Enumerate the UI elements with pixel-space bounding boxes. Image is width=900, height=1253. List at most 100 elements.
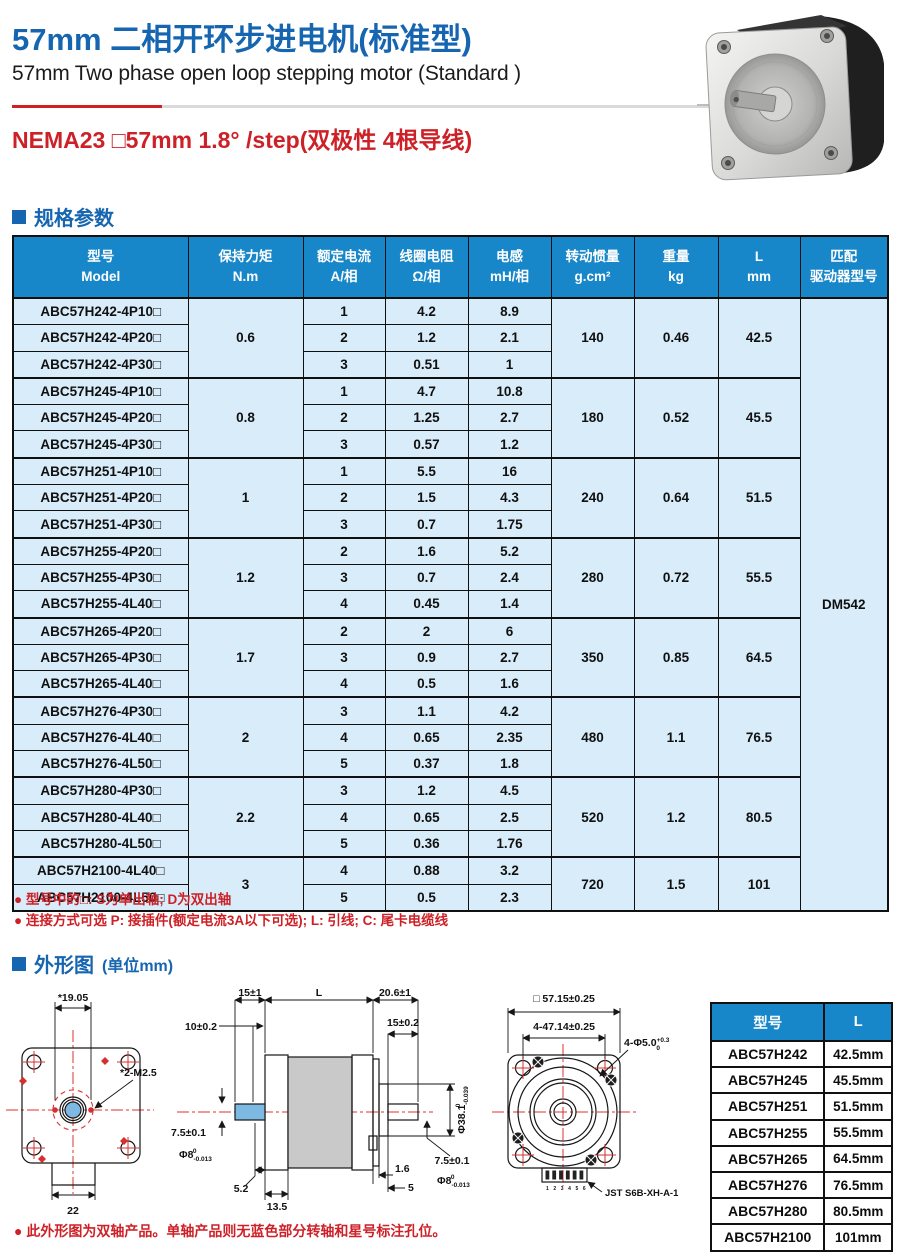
mini-row: ABC57H245 45.5mm [709, 1066, 893, 1095]
connector [541, 1167, 588, 1183]
model-cell: ABC57H2100-4L40□ [12, 856, 189, 885]
model-cell: ABC57H242-4P10□ [12, 297, 189, 326]
spec-row: ABC57H2100-4L50□ 5 0.5 2.3 [12, 883, 888, 912]
dim-label: 7.5±0.1 [171, 1127, 206, 1139]
mini-model-cell: ABC57H2100 [709, 1223, 826, 1252]
section-bullet-icon [12, 209, 26, 224]
model-cell: ABC57H280-4L50□ [12, 829, 189, 858]
value-cell: 0.45 [384, 590, 469, 619]
value-cell: 3 [302, 510, 386, 539]
spec-row: ABC57H251-4P10□ 1 1 5.5 16 240 0.64 51.5 [12, 456, 888, 539]
value-cell: 2 [302, 536, 386, 565]
mini-row: ABC57H265 64.5mm [709, 1144, 893, 1173]
corner-screws [717, 29, 838, 170]
spec-table-head: 型号 Model 保持力矩 N.m 额定电流 A/相 线圈电阻 Ω/相 电感 mH/相 转动惯量 g.… [12, 235, 889, 299]
value-cell: 1.6 [384, 536, 469, 565]
pin-numbers: 1 2 3 4 5 6 [546, 1186, 587, 1192]
value-cell: 2 [302, 484, 386, 512]
value-cell: 0.52 [633, 376, 719, 459]
value-cell: 2.3 [467, 883, 552, 912]
value-cell: 480 [550, 696, 635, 778]
front-view: *19.05 22 *2-M2.5 [6, 992, 157, 1217]
rear-boss [378, 1083, 389, 1137]
model-cell: ABC57H251-4P10□ [12, 456, 189, 486]
value-cell: 0.51 [384, 350, 469, 379]
motor-body-gray [287, 1056, 353, 1169]
value-cell: 4 [302, 723, 386, 752]
model-cell: ABC57H255-4P20□ [12, 536, 189, 565]
side-view-drawing: 15±1 L 20.6±1 10±0.2 15±0.2 7.5±0.1 Φ8-0… [171, 987, 470, 1213]
value-cell: 2.2 [187, 776, 304, 858]
spec-col-header: 型号 Model [12, 235, 189, 299]
mini-length-cell: 101mm [823, 1223, 893, 1252]
section-outline-title: 外形图 [34, 955, 94, 977]
spec-row: ABC57H245-4P30□ 3 0.57 1.2 [12, 430, 888, 459]
value-cell: 80.5 [717, 776, 801, 858]
value-cell: 0.8 [187, 376, 304, 459]
spec-col-header: 电感 mH/相 [467, 235, 552, 299]
mini-row: ABC57H280 80.5mm [709, 1197, 893, 1226]
dim-label: □ 57.15±0.25 [533, 993, 595, 1005]
mini-length-cell: 45.5mm [823, 1066, 893, 1095]
value-cell: 4.2 [467, 696, 552, 725]
connector-bump [368, 1135, 378, 1151]
value-cell: 1.2 [384, 324, 469, 352]
value-cell: 16 [467, 456, 552, 486]
divider [12, 105, 872, 108]
value-cell: 2 [302, 324, 386, 352]
value-cell: 1.7 [187, 616, 304, 698]
mini-length-cell: 51.5mm [823, 1092, 893, 1121]
spec-col-header: 重量 kg [633, 235, 719, 299]
value-cell: 2.7 [467, 643, 552, 672]
connector-pins [545, 1170, 584, 1180]
model-cell: ABC57H276-4L40□ [12, 723, 189, 752]
model-cell: ABC57H245-4P30□ [12, 430, 189, 459]
spec-row: ABC57H276-4L40□ 4 0.65 2.35 [12, 723, 888, 752]
spec-col-header: 保持力矩 N.m [187, 235, 304, 299]
value-cell: 0.65 [384, 723, 469, 752]
dim-label: Φ8-0.0130 [179, 1148, 212, 1163]
mini-col-header: L [823, 1002, 893, 1042]
mini-model-cell: ABC57H276 [709, 1170, 826, 1200]
model-cell: ABC57H280-4L40□ [12, 803, 189, 831]
face-view-drawing: □ 57.15±0.25 4-47.14±0.25 4-Φ5.0+0.3 0 1 … [492, 993, 679, 1199]
value-cell: 55.5 [717, 536, 801, 619]
dim-label: Φ8-0.0130 [437, 1174, 470, 1189]
model-cell: ABC57H255-4P30□ [12, 563, 189, 592]
value-cell: 1 [302, 456, 386, 486]
model-cell: ABC57H255-4L40□ [12, 590, 189, 619]
value-cell: 2.7 [467, 404, 552, 432]
value-cell: 0.5 [384, 883, 469, 912]
hole-marker-diamonds [19, 1057, 128, 1163]
value-cell: 4.2 [384, 297, 469, 326]
value-cell: 0.57 [384, 430, 469, 459]
value-cell: 2 [384, 616, 469, 645]
spec-col-header: 额定电流 A/相 [302, 235, 386, 299]
mini-table-head: 型号 L [709, 1002, 893, 1042]
page-title: 57mm 二相开环步进电机(标准型) [12, 22, 472, 57]
dim-label: 10±0.2 [185, 1021, 217, 1033]
mini-header-row: 型号 L [709, 1002, 893, 1042]
spec-row: ABC57H255-4P30□ 3 0.7 2.4 [12, 563, 888, 592]
value-cell: 3.2 [467, 856, 552, 885]
value-cell: 0.7 [384, 510, 469, 539]
model-cell: ABC57H276-4P30□ [12, 696, 189, 725]
mini-model-cell: ABC57H251 [709, 1092, 826, 1121]
value-cell: 4 [302, 590, 386, 619]
value-cell: 0.65 [384, 803, 469, 831]
section-specs-header: 规格参数 [12, 202, 114, 231]
model-cell: ABC57H251-4P20□ [12, 484, 189, 512]
model-cell: ABC57H265-4P30□ [12, 643, 189, 672]
value-cell: 720 [550, 856, 635, 912]
spec-row: ABC57H265-4P20□ 1.7 2 2 6 350 0.85 64.5 [12, 616, 888, 698]
motor-photo-drawing [697, 15, 884, 181]
model-cell: ABC57H242-4P20□ [12, 324, 189, 352]
dim-label: L [316, 987, 323, 999]
value-cell: 1 [187, 456, 304, 539]
value-cell: 0.85 [633, 616, 719, 698]
value-cell: 0.88 [384, 856, 469, 885]
value-cell: 1.2 [633, 776, 719, 858]
value-cell: 140 [550, 297, 635, 379]
dim-label: 13.5 [267, 1201, 288, 1213]
spec-col-header: 匹配 驱动器型号 [799, 235, 889, 299]
